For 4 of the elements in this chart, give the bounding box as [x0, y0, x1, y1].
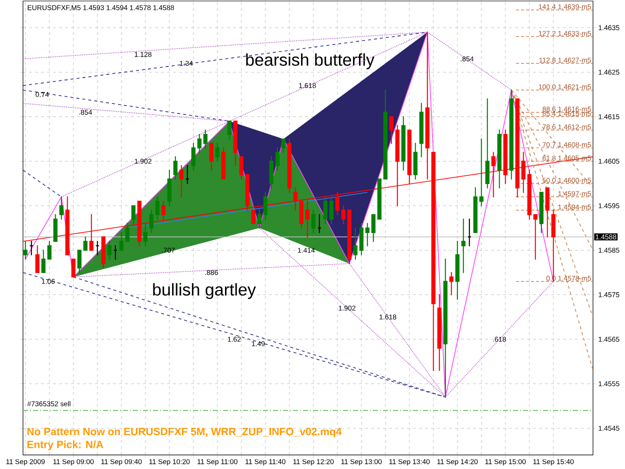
annotation: Entry Pick: N/A [27, 440, 104, 450]
series-label: bearsish butterfly [246, 53, 374, 70]
series-label: bullish gartley [153, 283, 256, 299]
annotation: No Pattern Now on EURUSDFXF 5M, WRR_ZUP_INFO_v02.mq4 [27, 428, 342, 438]
